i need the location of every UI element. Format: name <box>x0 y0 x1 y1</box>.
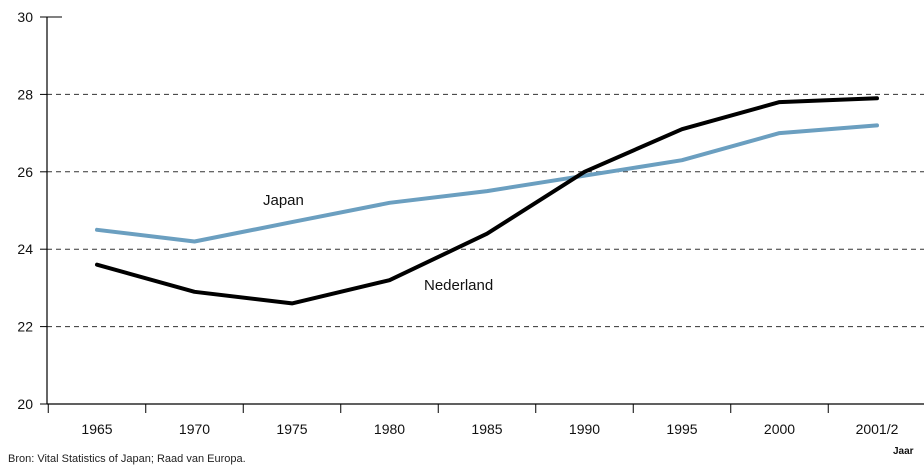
source-note: Bron: Vital Statistics of Japan; Raad va… <box>8 453 246 465</box>
y-tick-label: 26 <box>17 164 33 180</box>
grid-lines <box>47 93 924 328</box>
series-label-japan: Japan <box>263 192 304 209</box>
y-tick-label: 24 <box>17 241 33 257</box>
y-axis-ticks: 20 22 24 26 28 30 <box>17 9 62 412</box>
x-tick-label: 1965 <box>81 421 112 437</box>
x-tick-label: 2001/2 <box>856 421 899 437</box>
x-tick-label: 1995 <box>666 421 697 437</box>
x-tick-label: 1970 <box>179 421 210 437</box>
axes <box>46 17 924 405</box>
series-line-nederland <box>95 96 879 306</box>
y-tick-label: 20 <box>17 396 33 412</box>
y-tick-label: 28 <box>17 86 33 102</box>
x-axis-label: Jaar <box>893 446 914 457</box>
y-tick-label: 22 <box>17 319 33 335</box>
y-tick-label: 30 <box>17 9 33 25</box>
series-label-nederland: Nederland <box>424 277 493 294</box>
x-tick-label: 1990 <box>569 421 600 437</box>
series-lines <box>95 96 879 306</box>
x-tick-label: 1975 <box>276 421 307 437</box>
x-axis-ticks: 1965 1970 1975 1980 1985 1990 1995 2000 2001/2 <box>47 404 899 437</box>
x-tick-label: 1980 <box>374 421 405 437</box>
series-line-japan <box>95 123 879 244</box>
x-tick-label: 2000 <box>764 421 795 437</box>
x-tick-label: 1985 <box>471 421 502 437</box>
